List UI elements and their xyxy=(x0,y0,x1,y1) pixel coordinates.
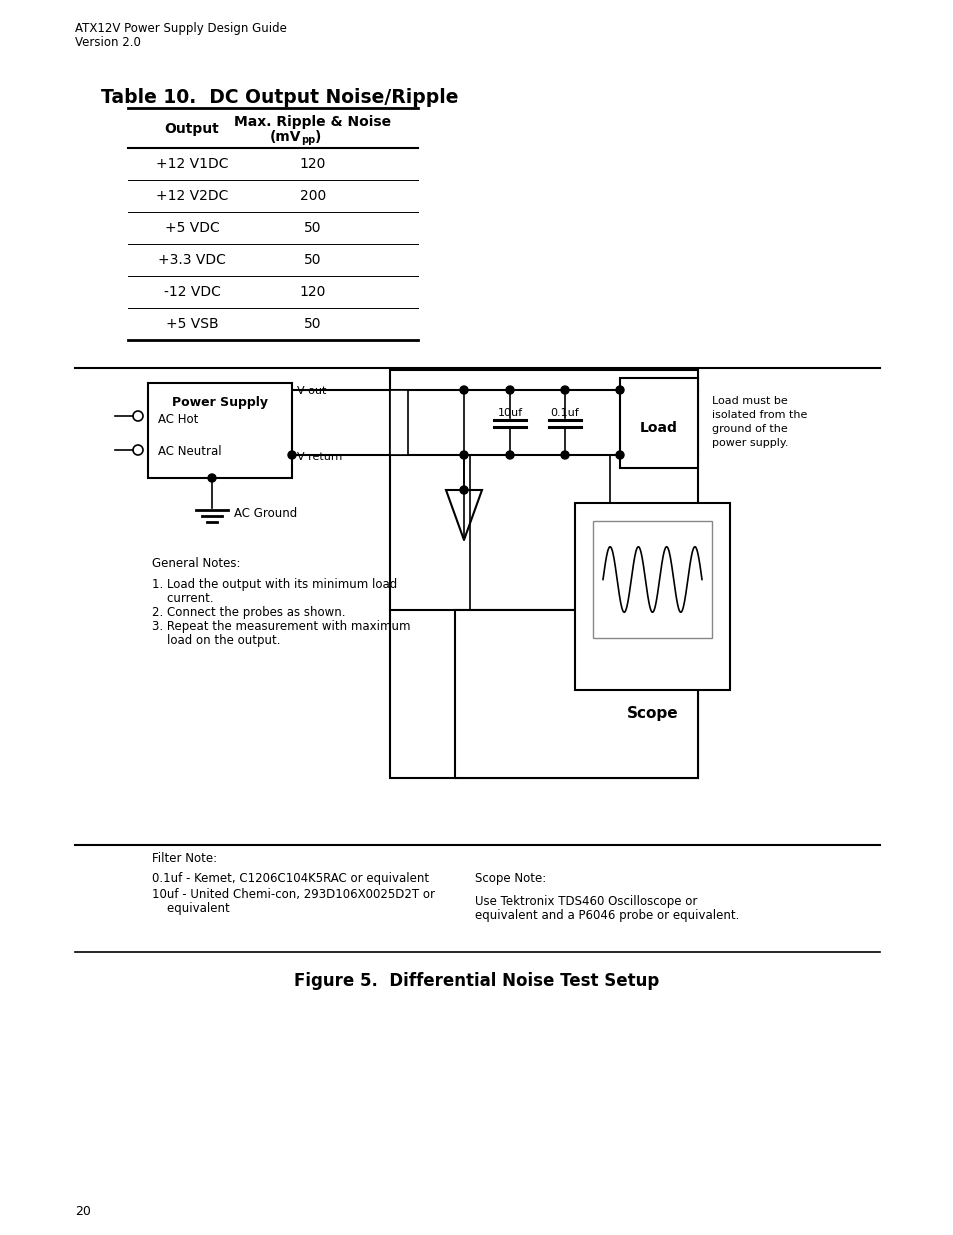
Text: 120: 120 xyxy=(299,157,326,170)
Circle shape xyxy=(560,387,568,394)
Text: +12 V2DC: +12 V2DC xyxy=(155,189,228,203)
Text: Version 2.0: Version 2.0 xyxy=(75,36,141,49)
Circle shape xyxy=(560,451,568,459)
Text: pp: pp xyxy=(301,135,314,144)
Text: equivalent: equivalent xyxy=(152,902,230,915)
Text: Output: Output xyxy=(165,122,219,136)
Circle shape xyxy=(459,451,468,459)
Text: +5 VSB: +5 VSB xyxy=(166,317,218,331)
Text: current.: current. xyxy=(152,592,213,605)
Text: load on the output.: load on the output. xyxy=(152,634,280,647)
Text: (mV: (mV xyxy=(269,130,301,144)
Bar xyxy=(148,383,292,478)
Text: Filter Note:: Filter Note: xyxy=(152,852,217,864)
Text: 0.1uf - Kemet, C1206C104K5RAC or equivalent: 0.1uf - Kemet, C1206C104K5RAC or equival… xyxy=(152,872,429,885)
Circle shape xyxy=(208,474,215,482)
Text: Load must be: Load must be xyxy=(711,396,787,406)
Text: General Notes:: General Notes: xyxy=(152,557,240,571)
Text: 2. Connect the probes as shown.: 2. Connect the probes as shown. xyxy=(152,606,345,619)
Text: 50: 50 xyxy=(304,221,321,235)
Bar xyxy=(390,370,698,778)
Text: -12 VDC: -12 VDC xyxy=(163,285,220,299)
Circle shape xyxy=(616,451,623,459)
Circle shape xyxy=(288,451,295,459)
Text: Load: Load xyxy=(639,421,678,435)
Text: +3.3 VDC: +3.3 VDC xyxy=(158,253,226,267)
Text: 1. Load the output with its minimum load: 1. Load the output with its minimum load xyxy=(152,578,396,592)
Text: equivalent and a P6046 probe or equivalent.: equivalent and a P6046 probe or equivale… xyxy=(475,909,739,923)
Text: V return: V return xyxy=(296,452,342,462)
Text: 50: 50 xyxy=(304,317,321,331)
Text: ): ) xyxy=(314,130,321,144)
Text: +5 VDC: +5 VDC xyxy=(165,221,219,235)
Text: Power Supply: Power Supply xyxy=(172,396,268,409)
Bar xyxy=(455,610,698,778)
Text: Scope: Scope xyxy=(626,706,678,721)
Text: ATX12V Power Supply Design Guide: ATX12V Power Supply Design Guide xyxy=(75,22,287,35)
Text: Max. Ripple & Noise: Max. Ripple & Noise xyxy=(234,115,391,128)
Text: 120: 120 xyxy=(299,285,326,299)
Circle shape xyxy=(616,387,623,394)
Text: 10uf - United Chemi-con, 293D106X0025D2T or: 10uf - United Chemi-con, 293D106X0025D2T… xyxy=(152,888,435,902)
Text: +12 V1DC: +12 V1DC xyxy=(155,157,228,170)
Bar xyxy=(390,390,408,454)
Text: V out: V out xyxy=(296,387,326,396)
Circle shape xyxy=(459,487,468,494)
Text: 50: 50 xyxy=(304,253,321,267)
Bar xyxy=(575,503,729,690)
Text: 10uf: 10uf xyxy=(497,408,522,417)
Bar xyxy=(593,521,711,638)
Text: AC Neutral: AC Neutral xyxy=(158,445,221,458)
Text: 0.1uf: 0.1uf xyxy=(550,408,578,417)
Text: ground of the: ground of the xyxy=(711,424,787,433)
Circle shape xyxy=(505,387,514,394)
Text: isolated from the: isolated from the xyxy=(711,410,806,420)
Text: power supply.: power supply. xyxy=(711,438,788,448)
Text: 3. Repeat the measurement with maximum: 3. Repeat the measurement with maximum xyxy=(152,620,410,634)
Text: 20: 20 xyxy=(75,1205,91,1218)
Text: Scope Note:: Scope Note: xyxy=(475,872,546,885)
Circle shape xyxy=(459,387,468,394)
Text: Use Tektronix TDS460 Oscilloscope or: Use Tektronix TDS460 Oscilloscope or xyxy=(475,895,697,908)
Text: AC Hot: AC Hot xyxy=(158,412,198,426)
Text: Table 10.  DC Output Noise/Ripple: Table 10. DC Output Noise/Ripple xyxy=(101,88,458,107)
Text: AC Ground: AC Ground xyxy=(233,508,297,520)
Text: 200: 200 xyxy=(299,189,326,203)
Bar xyxy=(619,378,698,468)
Circle shape xyxy=(505,451,514,459)
Text: Figure 5.  Differential Noise Test Setup: Figure 5. Differential Noise Test Setup xyxy=(294,972,659,990)
